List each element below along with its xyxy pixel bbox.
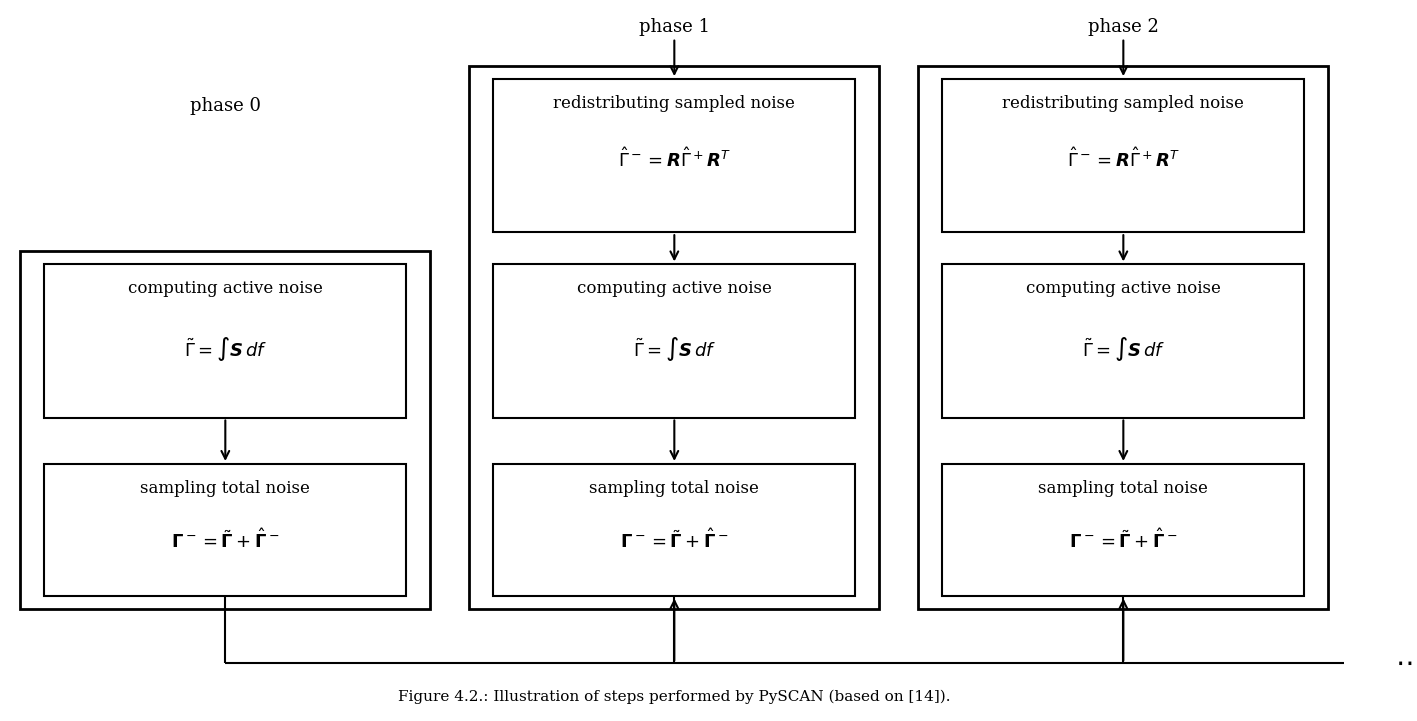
Text: $\boldsymbol{\Gamma}^- = \tilde{\boldsymbol{\Gamma}} + \hat{\boldsymbol{\Gamma}}: $\boldsymbol{\Gamma}^- = \tilde{\boldsym… — [1068, 528, 1178, 552]
Bar — [942, 79, 1304, 232]
Text: sampling total noise: sampling total noise — [589, 479, 760, 497]
Text: $\cdots$: $\cdots$ — [1396, 650, 1417, 677]
Text: redistributing sampled noise: redistributing sampled noise — [554, 94, 795, 112]
Bar — [942, 265, 1304, 417]
Text: phase 2: phase 2 — [1088, 18, 1159, 36]
Text: $\boldsymbol{\Gamma}^- = \tilde{\boldsymbol{\Gamma}} + \hat{\boldsymbol{\Gamma}}: $\boldsymbol{\Gamma}^- = \tilde{\boldsym… — [621, 528, 728, 552]
Text: $\tilde{\Gamma} = \int \boldsymbol{S}\,df$: $\tilde{\Gamma} = \int \boldsymbol{S}\,d… — [184, 335, 266, 363]
Bar — [493, 464, 856, 596]
Text: computing active noise: computing active noise — [1026, 280, 1221, 297]
Text: sampling total noise: sampling total noise — [1039, 479, 1209, 497]
Text: $\tilde{\Gamma} = \int \boldsymbol{S}\,df$: $\tilde{\Gamma} = \int \boldsymbol{S}\,d… — [632, 335, 716, 363]
Text: $\hat{\Gamma}^- = \boldsymbol{R}\hat{\Gamma}^+\boldsymbol{R}^T$: $\hat{\Gamma}^- = \boldsymbol{R}\hat{\Ga… — [1067, 147, 1180, 171]
Text: phase 0: phase 0 — [190, 97, 261, 115]
Bar — [942, 464, 1304, 596]
Text: sampling total noise: sampling total noise — [140, 479, 310, 497]
Bar — [44, 464, 407, 596]
Text: computing active noise: computing active noise — [577, 280, 772, 297]
Bar — [469, 66, 880, 609]
Bar — [918, 66, 1328, 609]
Bar — [44, 265, 407, 417]
Text: Figure 4.2.: Illustration of steps performed by PySCAN (based on [14]).: Figure 4.2.: Illustration of steps perfo… — [398, 689, 951, 704]
Text: phase 1: phase 1 — [639, 18, 710, 36]
Bar — [20, 252, 431, 609]
Text: $\hat{\Gamma}^- = \boldsymbol{R}\hat{\Gamma}^+\boldsymbol{R}^T$: $\hat{\Gamma}^- = \boldsymbol{R}\hat{\Ga… — [618, 147, 731, 171]
Text: redistributing sampled noise: redistributing sampled noise — [1002, 94, 1244, 112]
Text: $\boldsymbol{\Gamma}^- = \tilde{\boldsymbol{\Gamma}} + \hat{\boldsymbol{\Gamma}}: $\boldsymbol{\Gamma}^- = \tilde{\boldsym… — [171, 528, 279, 552]
Text: $\tilde{\Gamma} = \int \boldsymbol{S}\,df$: $\tilde{\Gamma} = \int \boldsymbol{S}\,d… — [1081, 335, 1165, 363]
Bar — [493, 79, 856, 232]
Bar — [493, 265, 856, 417]
Text: computing active noise: computing active noise — [128, 280, 323, 297]
